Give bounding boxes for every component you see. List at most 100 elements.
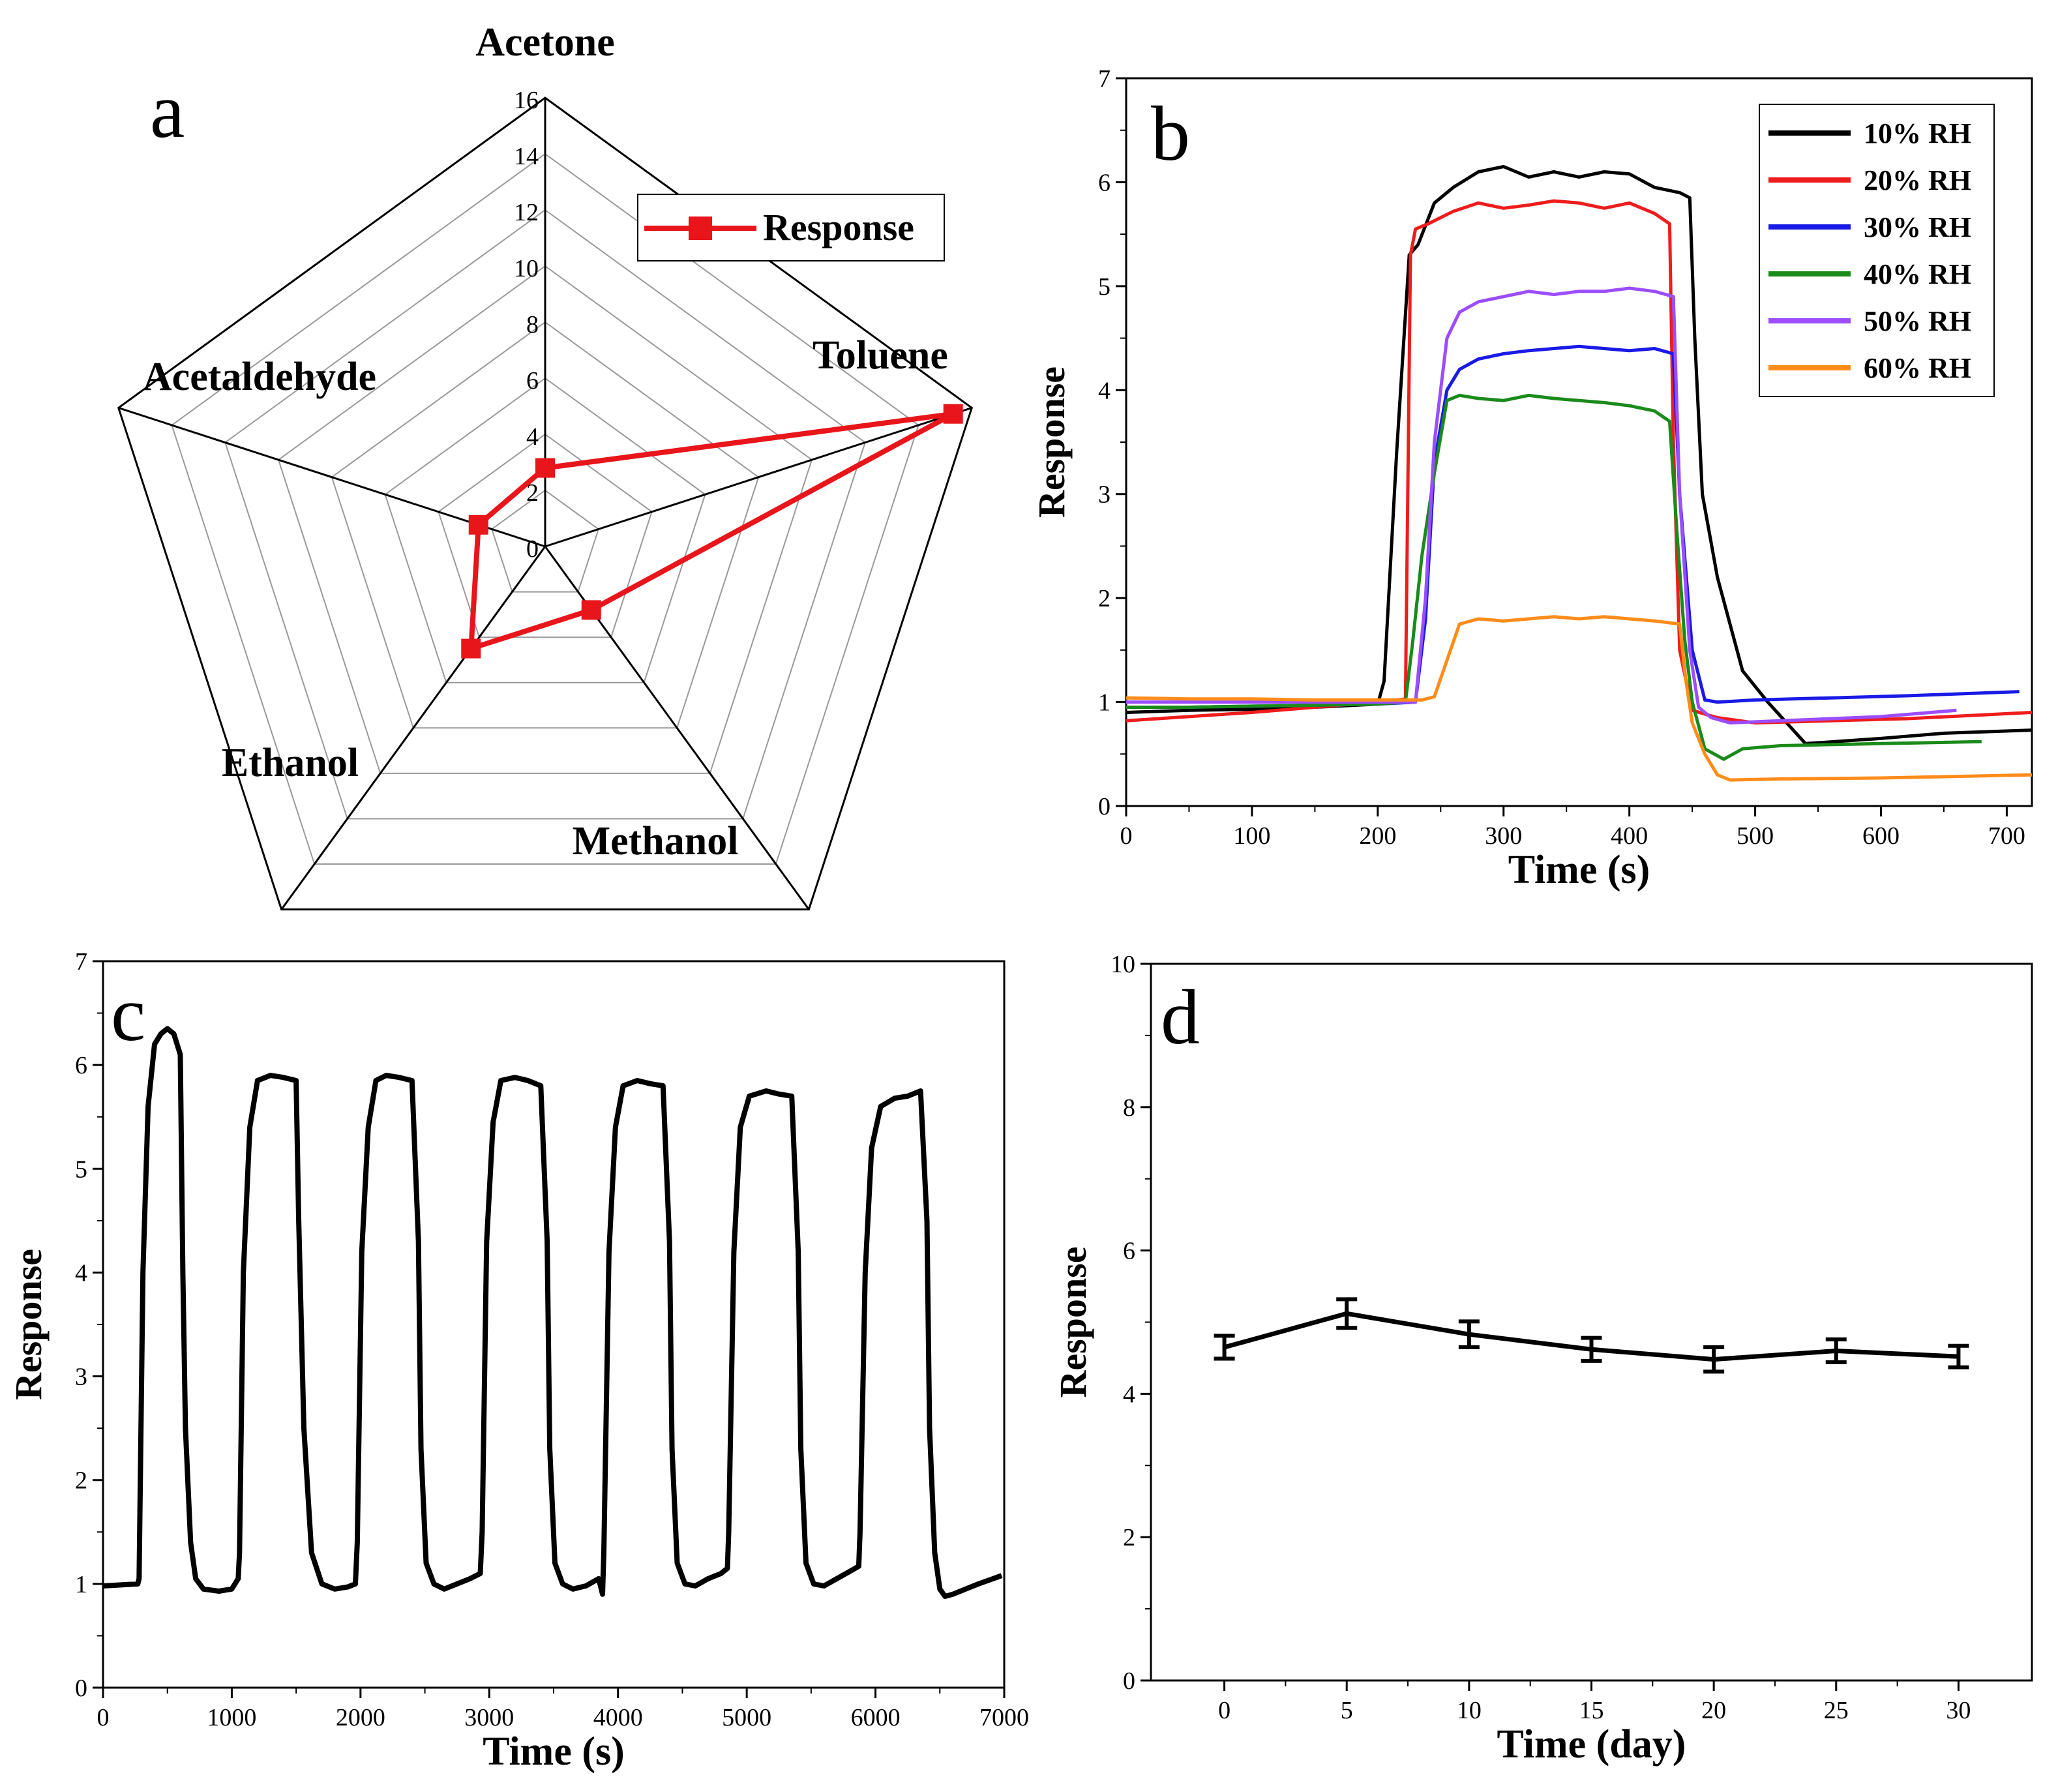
y-tick-label: 0 — [1098, 793, 1111, 820]
x-axis-label: Time (day) — [1497, 1722, 1686, 1767]
series-line-50-rh — [1126, 286, 1957, 724]
series-line-60-rh — [1126, 615, 2033, 782]
panel-label-a: a — [150, 67, 185, 154]
y-tick-label: 10 — [1111, 951, 1135, 978]
x-tick-label: 25 — [1824, 1697, 1849, 1724]
x-axis-label: Time (s) — [1508, 848, 1650, 892]
x-tick-label: 100 — [1233, 822, 1270, 850]
radar-grid-ring — [171, 153, 919, 865]
x-tick-label: 5 — [1341, 1697, 1353, 1724]
radar-series-line-response — [468, 411, 956, 651]
x-tick-label: 3000 — [464, 1704, 514, 1731]
y-tick-label: 6 — [1123, 1238, 1135, 1265]
y-tick-label: 4 — [1123, 1381, 1135, 1408]
y-tick-label: 6 — [75, 1052, 87, 1079]
y-tick-label: 6 — [1098, 169, 1111, 196]
y-tick-label: 7 — [75, 948, 87, 976]
legend-label-20-rh: 20% RH — [1864, 164, 1971, 196]
radar-grid-ring — [117, 97, 974, 911]
series-line-10-rh — [1126, 165, 2033, 745]
y-tick-label: 4 — [1098, 377, 1111, 404]
legend-label-10-rh: 10% RH — [1864, 117, 1971, 149]
y-tick-label: 5 — [75, 1156, 87, 1183]
chart-d: 0 5 10 15 20 25 30 0 2 4 6 8 10 Time (day) Response — [1052, 951, 2033, 1767]
radar-grid-ring — [331, 321, 760, 729]
radar-point-ethanol — [461, 638, 481, 659]
x-tick-label: 700 — [1988, 822, 2025, 850]
radar-axis-line-toluene — [544, 406, 972, 548]
y-tick-label: 3 — [1098, 481, 1111, 509]
y-tick-label: 2 — [1098, 585, 1111, 612]
x-tick-label: 4000 — [593, 1704, 643, 1731]
radar-grid-ring — [491, 489, 599, 593]
radar-legend: Response — [637, 194, 945, 261]
x-tick-label: 30 — [1946, 1697, 1971, 1724]
y-tick-label: 3 — [75, 1364, 87, 1391]
panel-label-b: b — [1151, 90, 1190, 177]
y-axis-label: Response — [1052, 1246, 1094, 1397]
y-tick-label: 1 — [75, 1571, 87, 1598]
radar-point-toluene — [943, 404, 963, 424]
radar-tick-label: 16 — [514, 87, 539, 114]
x-tick-label: 7000 — [979, 1704, 1029, 1731]
legend-label-60-rh: 60% RH — [1864, 352, 1971, 384]
y-tick-label: 0 — [1123, 1667, 1135, 1695]
panel-label-d: d — [1161, 974, 1200, 1060]
radar-grid-ring — [384, 377, 706, 683]
radar-axis-label-acetone: Acetone — [475, 20, 614, 65]
y-tick-label: 1 — [1098, 689, 1111, 717]
radar-point-methanol — [581, 600, 601, 620]
y-tick-label: 2 — [1123, 1524, 1135, 1551]
radar-tick-label: 0 — [526, 535, 539, 563]
radar-point-acetone — [535, 458, 555, 478]
radar-grid — [117, 97, 974, 911]
radar-tick-label: 14 — [514, 143, 539, 170]
radar-tick-label: 12 — [514, 199, 539, 226]
y-tick-label: 7 — [1098, 65, 1111, 93]
radar-tick-labels: 0 2 4 6 8 10 12 14 16 — [514, 87, 539, 563]
chart-b: 0 100 200 300 400 500 600 700 0 1 2 3 4 5 6 7 Time (s) Re… — [1030, 65, 2033, 892]
x-tick-label: 200 — [1359, 822, 1396, 850]
radar-axis-labels: Acetone Toluene Methanol Ethanol Acetaldehyd… — [143, 20, 948, 863]
x-tick-label: 6000 — [851, 1704, 901, 1731]
x-tick-label: 15 — [1579, 1697, 1604, 1724]
y-tick-label: 5 — [1098, 273, 1111, 301]
plot-frame — [1150, 963, 2033, 1682]
radar-axis-label-acetaldehyde: Acetaldehyde — [143, 355, 376, 399]
series-line-40-rh — [1126, 393, 1982, 761]
radar-tick-label: 10 — [514, 255, 539, 282]
radar-series — [461, 404, 963, 659]
series-line-response — [102, 1026, 1003, 1599]
x-tick-label: 300 — [1485, 822, 1522, 850]
panel-label-c: c — [111, 970, 145, 1057]
radar-axis-label-ethanol: Ethanol — [222, 741, 359, 785]
radar-grid-ring — [277, 265, 813, 774]
radar-tick-label: 4 — [526, 423, 539, 451]
x-tick-label: 0 — [97, 1704, 110, 1731]
legend-label-40-rh: 40% RH — [1864, 258, 1971, 290]
legend-label-50-rh: 50% RH — [1864, 305, 1971, 337]
y-axis-label: Response — [1030, 366, 1073, 518]
x-tick-label: 10 — [1457, 1697, 1482, 1724]
radar-tick-label: 2 — [526, 479, 539, 507]
legend-label-response: Response — [763, 206, 914, 248]
y-tick-label: 2 — [75, 1467, 87, 1495]
y-tick-label: 8 — [1123, 1094, 1135, 1122]
radar-chart-a: 0 2 4 6 8 10 12 14 16 Acetone Toluene Methanol Etha… — [117, 20, 974, 911]
radar-tick-label: 6 — [526, 367, 539, 395]
x-tick-label: 0 — [1120, 822, 1133, 850]
chart-c: 0 1000 2000 3000 4000 5000 6000 7000 0 1 2 3 4 5 6 7 Tim… — [7, 948, 1029, 1774]
radar-axis-label-toluene: Toluene — [813, 333, 948, 378]
legend-marker-response — [689, 217, 712, 240]
x-tick-label: 400 — [1611, 822, 1648, 850]
y-axis-label: Response — [7, 1249, 50, 1400]
radar-grid-ring — [224, 209, 866, 820]
x-tick-label: 20 — [1701, 1697, 1726, 1724]
radar-axis-line-ethanol — [280, 546, 546, 910]
y-tick-label: 4 — [75, 1259, 87, 1287]
x-tick-label: 2000 — [336, 1704, 385, 1731]
radar-tick-label: 8 — [526, 311, 539, 338]
x-tick-label: 0 — [1218, 1697, 1230, 1724]
radar-grid-ring — [438, 433, 653, 638]
